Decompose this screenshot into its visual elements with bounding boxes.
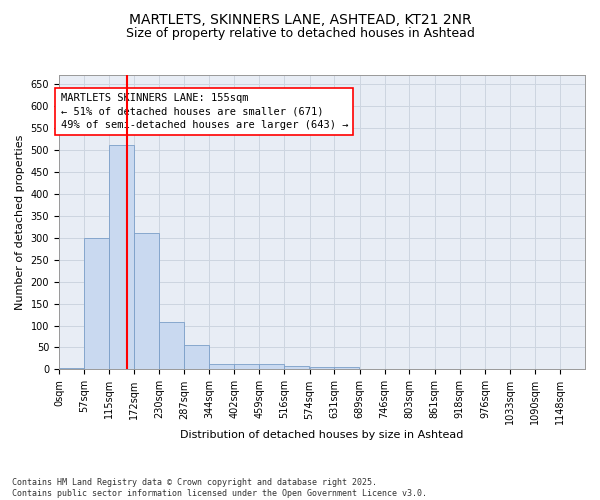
Bar xyxy=(360,368,385,370)
Bar xyxy=(160,322,184,370)
Bar xyxy=(334,368,359,370)
Bar xyxy=(235,364,259,370)
Bar xyxy=(310,367,334,370)
Bar xyxy=(84,238,109,370)
Bar xyxy=(184,346,209,370)
Bar xyxy=(134,233,159,370)
Y-axis label: Number of detached properties: Number of detached properties xyxy=(15,134,25,310)
Text: Contains HM Land Registry data © Crown copyright and database right 2025.
Contai: Contains HM Land Registry data © Crown c… xyxy=(12,478,427,498)
Bar xyxy=(109,146,134,370)
Text: Size of property relative to detached houses in Ashtead: Size of property relative to detached ho… xyxy=(125,28,475,40)
Bar xyxy=(59,368,84,370)
Bar xyxy=(259,364,284,370)
Text: MARTLETS SKINNERS LANE: 155sqm
← 51% of detached houses are smaller (671)
49% of: MARTLETS SKINNERS LANE: 155sqm ← 51% of … xyxy=(61,94,348,130)
Bar xyxy=(284,366,309,370)
Bar xyxy=(209,364,234,370)
X-axis label: Distribution of detached houses by size in Ashtead: Distribution of detached houses by size … xyxy=(180,430,464,440)
Text: MARTLETS, SKINNERS LANE, ASHTEAD, KT21 2NR: MARTLETS, SKINNERS LANE, ASHTEAD, KT21 2… xyxy=(128,12,472,26)
